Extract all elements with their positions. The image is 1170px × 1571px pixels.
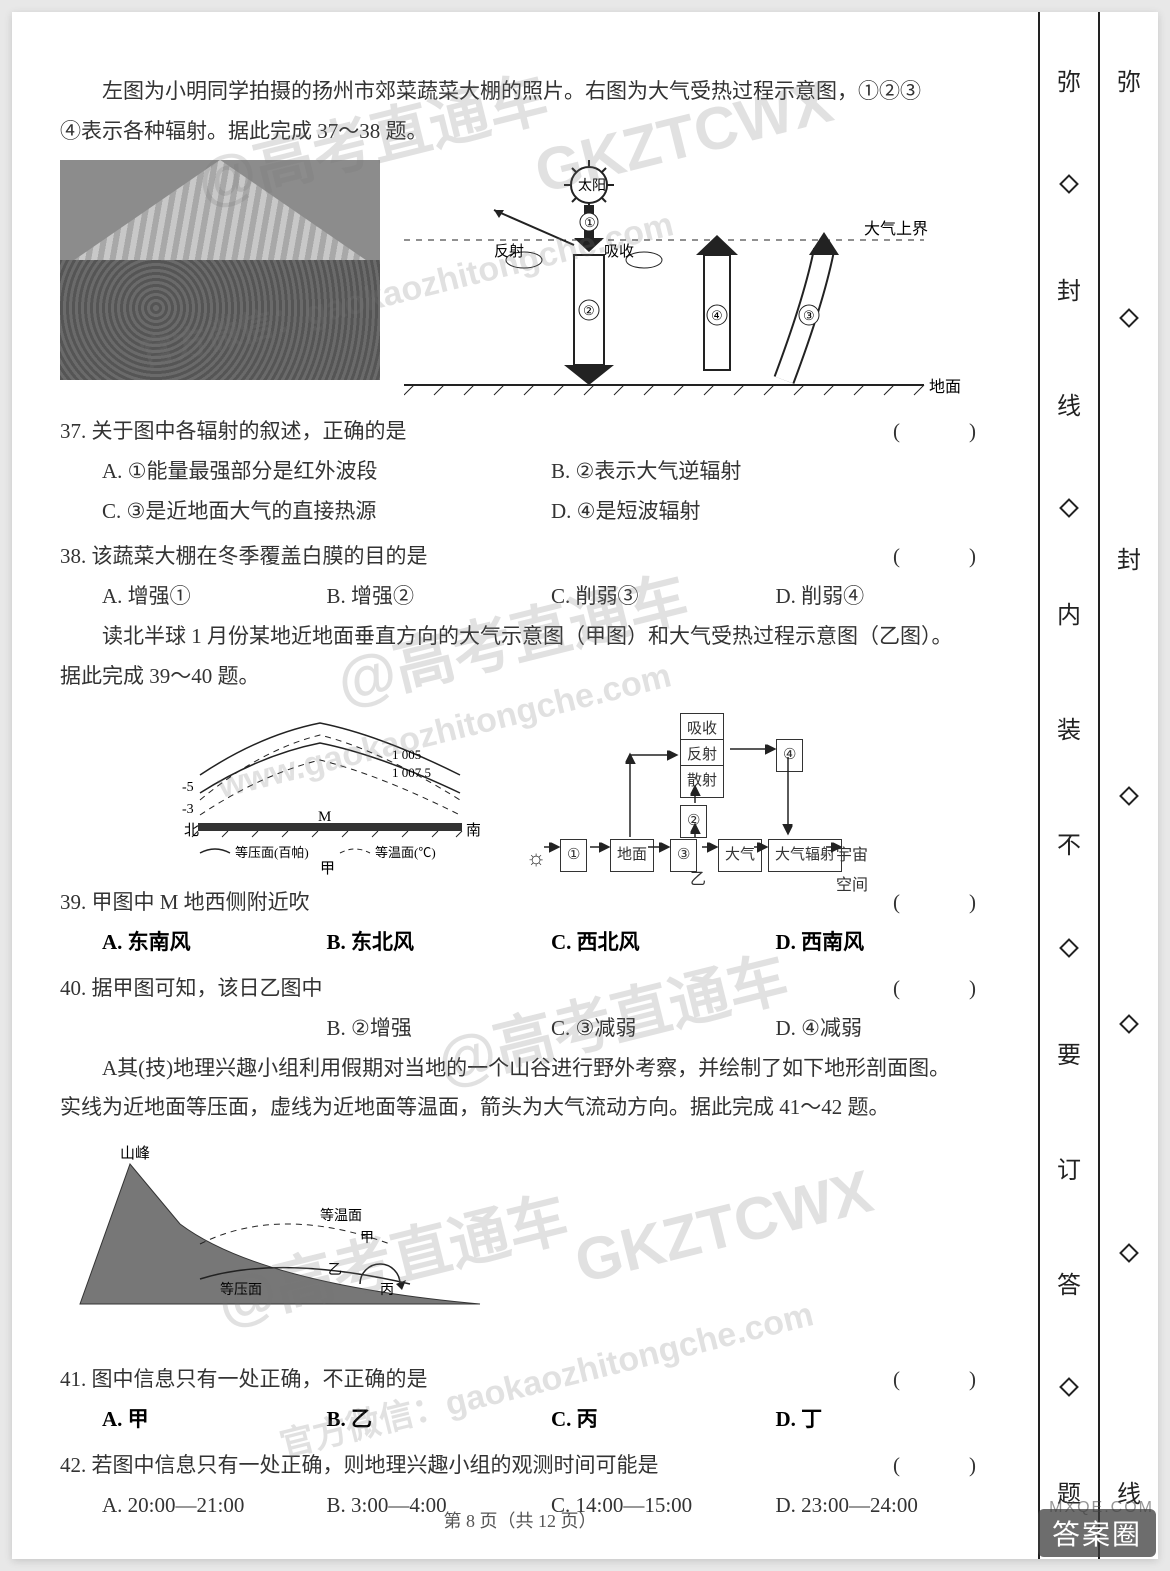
- greenhouse-photo: [60, 160, 380, 380]
- q39-opt-b: B. 东北风: [327, 923, 552, 963]
- svg-text:甲: 甲: [320, 861, 335, 875]
- q37-opt-b: B. ②表示大气逆辐射: [551, 452, 1000, 492]
- sidebar-char: 答: [1057, 1265, 1081, 1300]
- q37-opt-d: D. ④是短波辐射: [551, 492, 1000, 532]
- figure-row-37-38: 地面 大气上界 太阳 ①: [60, 160, 1000, 400]
- exam-page: 左图为小明同学拍摄的扬州市郊菜蔬菜大棚的照片。右图为大气受热过程示意图，①②③ …: [12, 12, 1158, 1559]
- sidebar-char: 不: [1057, 825, 1081, 860]
- q39-opt-a: A. 东南风: [102, 923, 327, 963]
- intro-line-1: 左图为小明同学拍摄的扬州市郊菜蔬菜大棚的照片。右图为大气受热过程示意图，①②③: [60, 72, 1000, 112]
- q38-opt-c: C. 削弱③: [551, 577, 776, 617]
- q38-opt-a: A. 增强①: [102, 577, 327, 617]
- q38-opt-d: D. 削弱④: [776, 577, 1001, 617]
- q38-opt-b: B. 增强②: [327, 577, 552, 617]
- svg-text:甲: 甲: [360, 1231, 374, 1246]
- diamond-icon: [1119, 1243, 1139, 1263]
- diamond-icon: [1059, 498, 1079, 518]
- diamond-icon: [1059, 938, 1079, 958]
- intro-41-42-b: 实线为近地面等压面，虚线为近地面等温面，箭头为大气流动方向。据此完成 41～42…: [60, 1088, 1000, 1128]
- intro-41-42-a: A其(技)地理兴趣小组利用假期对当地的一个山谷进行野外考察，并绘制了如下地形剖面…: [60, 1049, 1000, 1089]
- question-37: 37. 关于图中各辐射的叙述，正确的是 ( ) A. ①能量最强部分是红外波段 …: [60, 412, 1000, 532]
- svg-text:北: 北: [184, 822, 199, 839]
- page-number: 第 8 页（共 12 页）: [12, 1507, 1028, 1533]
- svg-text:南: 南: [466, 822, 480, 839]
- answer-blank: ( ): [893, 883, 1000, 923]
- svg-text:大气上界: 大气上界: [864, 220, 928, 238]
- sidebar-char: 装: [1057, 710, 1081, 745]
- svg-text:③: ③: [803, 308, 815, 323]
- sidebar-char: 弥: [1057, 62, 1081, 97]
- diamond-icon: [1119, 786, 1139, 806]
- intro-39-40-b: 据此完成 39～40 题。: [60, 657, 1000, 697]
- question-40: 40. 据甲图可知，该日乙图中 ( ) A. ①增强 B. ②增强 C. ③减弱…: [60, 969, 1000, 1049]
- figure-row-39-40: 北 南 -5 -3 1 005 1 007.5 M 等压面(百帕) 等温面(℃)…: [60, 705, 1000, 875]
- svg-text:反射: 反射: [494, 243, 524, 260]
- sidebar-char: 内: [1057, 595, 1081, 630]
- svg-text:等压面: 等压面: [220, 1281, 262, 1298]
- svg-text:乙: 乙: [328, 1262, 342, 1278]
- q39-opt-c: C. 西北风: [551, 923, 776, 963]
- svg-text:①: ①: [584, 215, 596, 230]
- q37-opt-c: C. ③是近地面大气的直接热源: [102, 492, 551, 532]
- sidebar-char: 封: [1057, 271, 1081, 306]
- svg-text:M: M: [318, 809, 331, 825]
- radiation-diagram: 地面 大气上界 太阳 ①: [404, 160, 964, 400]
- sidebar-char: 封: [1117, 540, 1141, 575]
- diamond-icon: [1059, 174, 1079, 194]
- content-area: 左图为小明同学拍摄的扬州市郊菜蔬菜大棚的照片。右图为大气受热过程示意图，①②③ …: [60, 72, 1000, 1526]
- diamond-icon: [1119, 308, 1139, 328]
- svg-text:-5: -5: [182, 780, 194, 795]
- q41-opt-c: C. 丙: [551, 1400, 776, 1440]
- intro-line-2: ④表示各种辐射。据此完成 37～38 题。: [60, 112, 1000, 152]
- sidebar-char: 弥: [1117, 62, 1141, 97]
- svg-text:地面: 地面: [929, 378, 961, 396]
- q37-opt-a: A. ①能量最强部分是红外波段: [102, 452, 551, 492]
- mountain-figure: 山峰 等温面 等压面 甲 乙 丙: [60, 1134, 500, 1334]
- answer-blank: ( ): [893, 969, 1000, 1009]
- answer-blank: ( ): [893, 1446, 1000, 1486]
- sidebar-col-left: 弥封线内装不要订答题: [1040, 12, 1100, 1559]
- diamond-icon: [1059, 1377, 1079, 1397]
- fig-jia: 北 南 -5 -3 1 005 1 007.5 M 等压面(百帕) 等温面(℃)…: [180, 705, 480, 875]
- binding-sidebar: 弥封线内装不要订答题 弥封线: [1038, 12, 1158, 1559]
- svg-text:等温面(℃): 等温面(℃): [375, 845, 436, 860]
- svg-text:等压面(百帕): 等压面(百帕): [235, 845, 309, 860]
- svg-text:等温面: 等温面: [320, 1207, 362, 1224]
- svg-text:丙: 丙: [380, 1283, 394, 1298]
- svg-text:④: ④: [711, 308, 723, 323]
- corner-badge: 答案圈: [1038, 1509, 1156, 1557]
- svg-text:1 005: 1 005: [392, 747, 421, 762]
- sidebar-char: 线: [1057, 386, 1081, 421]
- sidebar-col-right: 弥封线: [1100, 12, 1158, 1559]
- q39-opt-d: D. 西南风: [776, 923, 1001, 963]
- q40-opt-b: B. ②增强: [327, 1009, 552, 1049]
- sidebar-char: 订: [1057, 1150, 1081, 1185]
- fig-yi: 吸收 反射 散射 ④ ② ① 地面 ③ 大气 大气辐射 宇宙空间 ☼ 乙: [520, 705, 880, 875]
- q41-opt-b: B. 乙: [327, 1400, 552, 1440]
- q40-opt-d: D. ④减弱: [776, 1009, 1001, 1049]
- answer-blank: ( ): [893, 412, 1000, 452]
- svg-text:-3: -3: [182, 802, 194, 817]
- svg-text:②: ②: [583, 303, 595, 318]
- svg-text:山峰: 山峰: [120, 1145, 150, 1162]
- answer-blank: ( ): [893, 537, 1000, 577]
- svg-text:太阳: 太阳: [578, 178, 606, 194]
- intro-39-40-a: 读北半球 1 月份某地近地面垂直方向的大气示意图（甲图）和大气受热过程示意图（乙…: [60, 617, 1000, 657]
- diamond-icon: [1119, 1014, 1139, 1034]
- svg-text:1 007.5: 1 007.5: [392, 765, 431, 780]
- answer-blank: ( ): [893, 1360, 1000, 1400]
- q41-opt-a: A. 甲: [102, 1400, 327, 1440]
- sidebar-char: 要: [1057, 1035, 1081, 1070]
- q41-opt-d: D. 丁: [776, 1400, 1001, 1440]
- svg-text:吸收: 吸收: [604, 243, 634, 260]
- q40-opt-c: C. ③减弱: [551, 1009, 776, 1049]
- question-38: 38. 该蔬菜大棚在冬季覆盖白膜的目的是 ( ) A. 增强① B. 增强② C…: [60, 537, 1000, 617]
- question-41: 41. 图中信息只有一处正确，不正确的是 ( ) A. 甲 B. 乙 C. 丙 …: [60, 1360, 1000, 1440]
